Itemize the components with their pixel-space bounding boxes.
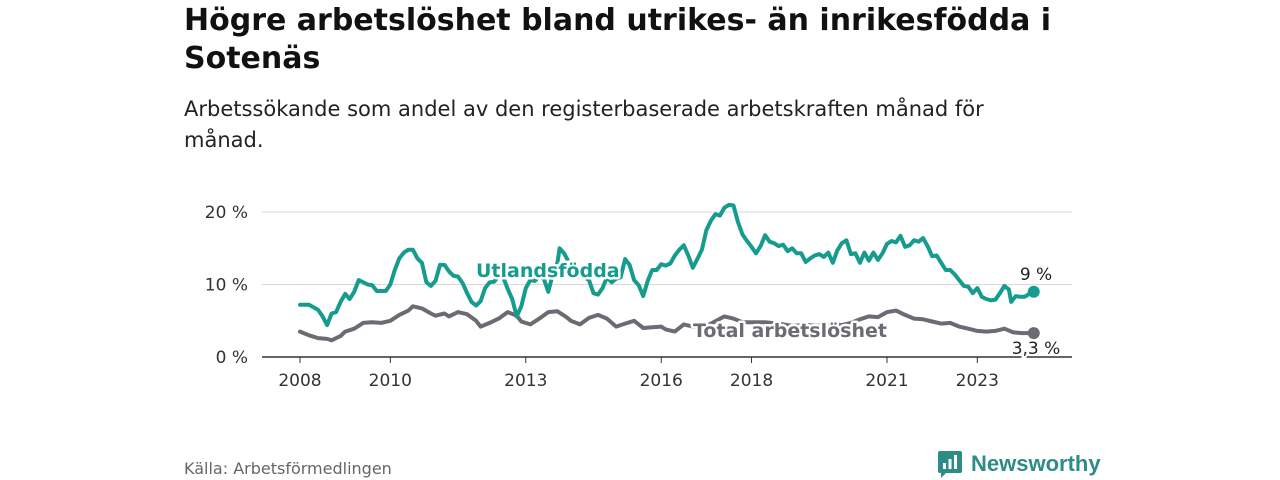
endpoint-dot-total [1027, 327, 1040, 340]
x-tick-label: 2021 [865, 371, 908, 391]
x-tick-label: 2018 [730, 371, 773, 391]
chart-title: Högre arbetslöshet bland utrikes- än inr… [184, 3, 1052, 76]
x-tick-label: 2010 [369, 371, 412, 391]
series-labels: Utlandsfödda Total arbetslöshet 9 % 3,3 % [474, 258, 1063, 362]
y-tick-label: 20 % [205, 203, 248, 223]
x-tick-label: 2016 [640, 371, 683, 391]
gridlines [262, 211, 1072, 358]
series-lines [298, 202, 1040, 343]
endpoint-dot-utlandsfodda [1027, 285, 1040, 298]
y-tick-label: 0 % [216, 348, 248, 368]
series-line-total [298, 304, 1036, 343]
series-line-utlandsfodda [298, 202, 1036, 328]
series-label-utlandsfodda: Utlandsfödda [476, 260, 620, 282]
x-axis-ticks: 2008 2010 2013 2016 2018 2021 2023 [278, 357, 999, 391]
x-tick-label: 2013 [504, 371, 547, 391]
end-label-total: 3,3 % [1012, 339, 1061, 359]
x-tick-label: 2023 [956, 371, 999, 391]
line-chart: 0 % 10 % 20 % 2008 2010 2013 2016 2018 2021 2023… [205, 202, 1072, 391]
chart-subtitle: Arbetssökande som andel av den registerb… [184, 97, 984, 152]
brand-logo[interactable]: Newsworthy [937, 449, 1101, 479]
series-label-total: Total arbetslöshet [693, 320, 887, 342]
y-axis-ticks: 0 % 10 % 20 % [205, 203, 248, 368]
x-tick-label: 2008 [278, 371, 321, 391]
source-note: Källa: Arbetsförmedlingen [184, 459, 392, 478]
y-tick-label: 10 % [205, 276, 248, 296]
end-label-utlandsfodda: 9 % [1020, 265, 1052, 285]
newsworthy-logo-icon [938, 451, 962, 478]
brand-name: Newsworthy [971, 451, 1101, 476]
